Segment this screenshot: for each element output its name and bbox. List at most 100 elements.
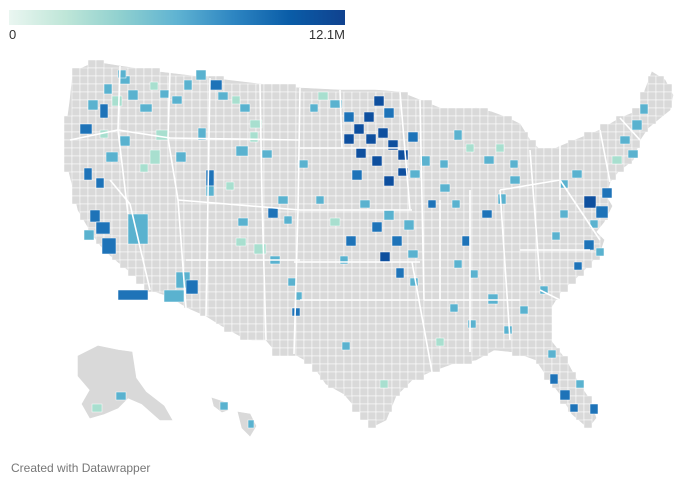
county-cell bbox=[287, 123, 297, 133]
county-cell bbox=[399, 323, 409, 333]
county-cell bbox=[519, 259, 529, 269]
alaska-shape bbox=[77, 345, 173, 421]
county-cell bbox=[407, 331, 417, 341]
county-cell bbox=[559, 267, 569, 277]
county-cell bbox=[535, 323, 545, 333]
county-cell bbox=[511, 291, 521, 301]
county-cell bbox=[455, 115, 465, 125]
county-cell bbox=[95, 59, 105, 69]
county-cell bbox=[63, 147, 73, 157]
county-cell bbox=[527, 251, 537, 261]
county-cell bbox=[127, 179, 137, 189]
county-cell bbox=[295, 331, 305, 341]
county-cell bbox=[439, 347, 449, 357]
county-cell bbox=[255, 275, 265, 285]
county-cell bbox=[247, 147, 257, 157]
county-cell bbox=[407, 323, 417, 333]
county-cell bbox=[367, 307, 377, 317]
county-cell bbox=[479, 187, 489, 197]
county-cell bbox=[519, 131, 529, 141]
county-cell bbox=[463, 131, 473, 141]
county-cell bbox=[455, 147, 465, 157]
county-cell bbox=[295, 139, 305, 149]
county-cell bbox=[359, 275, 369, 285]
county-cell bbox=[327, 291, 337, 301]
county-cell bbox=[263, 107, 273, 117]
county-cell bbox=[231, 115, 241, 125]
county-cell bbox=[479, 107, 489, 117]
county-cell bbox=[543, 155, 553, 165]
county-cell bbox=[287, 107, 297, 117]
county-cell bbox=[471, 195, 481, 205]
county-cell bbox=[479, 139, 489, 149]
county-cell bbox=[351, 283, 361, 293]
county-cell bbox=[487, 179, 497, 189]
county-cell bbox=[151, 203, 161, 213]
county-cell bbox=[287, 267, 297, 277]
county-cell bbox=[463, 123, 473, 133]
county-cell bbox=[191, 179, 201, 189]
county-cell bbox=[479, 323, 489, 333]
county-cell bbox=[455, 339, 465, 349]
county-cell bbox=[327, 179, 337, 189]
county-cell bbox=[303, 243, 313, 253]
county-cell bbox=[239, 171, 249, 181]
county-cell bbox=[151, 99, 161, 109]
county-cell bbox=[255, 283, 265, 293]
county-cell bbox=[231, 267, 241, 277]
county-cell bbox=[263, 123, 273, 133]
county-cell bbox=[471, 163, 481, 173]
county-cell bbox=[543, 227, 553, 237]
county-cell bbox=[327, 115, 337, 125]
county-cell bbox=[207, 275, 217, 285]
county-cell bbox=[535, 155, 545, 165]
county-cell bbox=[591, 155, 601, 165]
county-cell bbox=[79, 75, 89, 85]
county-cell bbox=[159, 139, 169, 149]
county-cell bbox=[351, 291, 361, 301]
county-cell bbox=[199, 91, 209, 101]
county-cell bbox=[551, 275, 561, 285]
county-cell bbox=[319, 235, 329, 245]
county-cell bbox=[287, 251, 297, 261]
county-cell bbox=[183, 179, 193, 189]
county-cell bbox=[423, 267, 433, 277]
county-cell bbox=[543, 299, 553, 309]
county-cell bbox=[511, 275, 521, 285]
county-cell bbox=[359, 179, 369, 189]
county-cell bbox=[351, 299, 361, 309]
county-cell bbox=[567, 227, 577, 237]
county-cell bbox=[471, 179, 481, 189]
county-shaded bbox=[247, 419, 255, 429]
county-cell bbox=[327, 139, 337, 149]
county-cell bbox=[543, 163, 553, 173]
county-cell bbox=[63, 139, 73, 149]
county-cell bbox=[111, 187, 121, 197]
county-cell bbox=[551, 251, 561, 261]
county-cell bbox=[199, 139, 209, 149]
county-cell bbox=[135, 75, 145, 85]
county-cell bbox=[423, 219, 433, 229]
county-cell bbox=[439, 235, 449, 245]
county-cell bbox=[223, 195, 233, 205]
county-cell bbox=[207, 299, 217, 309]
county-cell bbox=[391, 315, 401, 325]
county-cell bbox=[255, 315, 265, 325]
county-cell bbox=[407, 211, 417, 221]
county-cell bbox=[375, 139, 385, 149]
county-cell bbox=[447, 171, 457, 181]
county-cell bbox=[319, 339, 329, 349]
county-shaded bbox=[343, 111, 355, 123]
county-cell bbox=[375, 187, 385, 197]
county-cell bbox=[359, 379, 369, 389]
county-cell bbox=[143, 251, 153, 261]
county-cell bbox=[447, 163, 457, 173]
county-cell bbox=[367, 403, 377, 413]
county-cell bbox=[551, 219, 561, 229]
county-cell bbox=[279, 307, 289, 317]
county-cell bbox=[415, 363, 425, 373]
county-cell bbox=[175, 123, 185, 133]
county-cell bbox=[519, 323, 529, 333]
county-cell bbox=[471, 171, 481, 181]
county-cell bbox=[303, 251, 313, 261]
